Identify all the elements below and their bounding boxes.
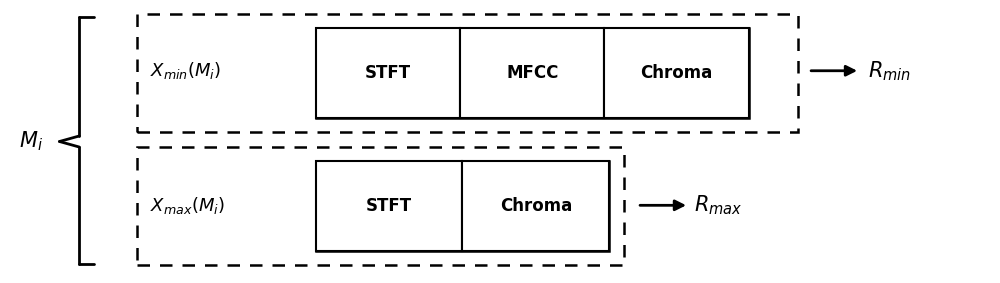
Text: STFT: STFT bbox=[365, 64, 411, 82]
Text: $R_{min}$: $R_{min}$ bbox=[868, 59, 911, 83]
Bar bbox=[462, 161, 609, 251]
Text: $M_i$: $M_i$ bbox=[19, 130, 43, 153]
Bar bbox=[316, 161, 462, 251]
Bar bbox=[316, 28, 460, 118]
Text: $X_{max}(M_i)$: $X_{max}(M_i)$ bbox=[150, 195, 225, 216]
Text: $R_{max}$: $R_{max}$ bbox=[694, 194, 742, 217]
Text: Chroma: Chroma bbox=[500, 197, 572, 215]
Bar bbox=[604, 28, 749, 118]
Text: MFCC: MFCC bbox=[506, 64, 559, 82]
Text: Chroma: Chroma bbox=[640, 64, 713, 82]
Text: $X_{min}(M_i)$: $X_{min}(M_i)$ bbox=[150, 60, 221, 81]
Text: STFT: STFT bbox=[366, 197, 412, 215]
Bar bbox=[137, 14, 798, 132]
Bar bbox=[137, 147, 624, 265]
Bar bbox=[316, 28, 749, 118]
Bar bbox=[460, 28, 604, 118]
Bar bbox=[316, 161, 609, 251]
